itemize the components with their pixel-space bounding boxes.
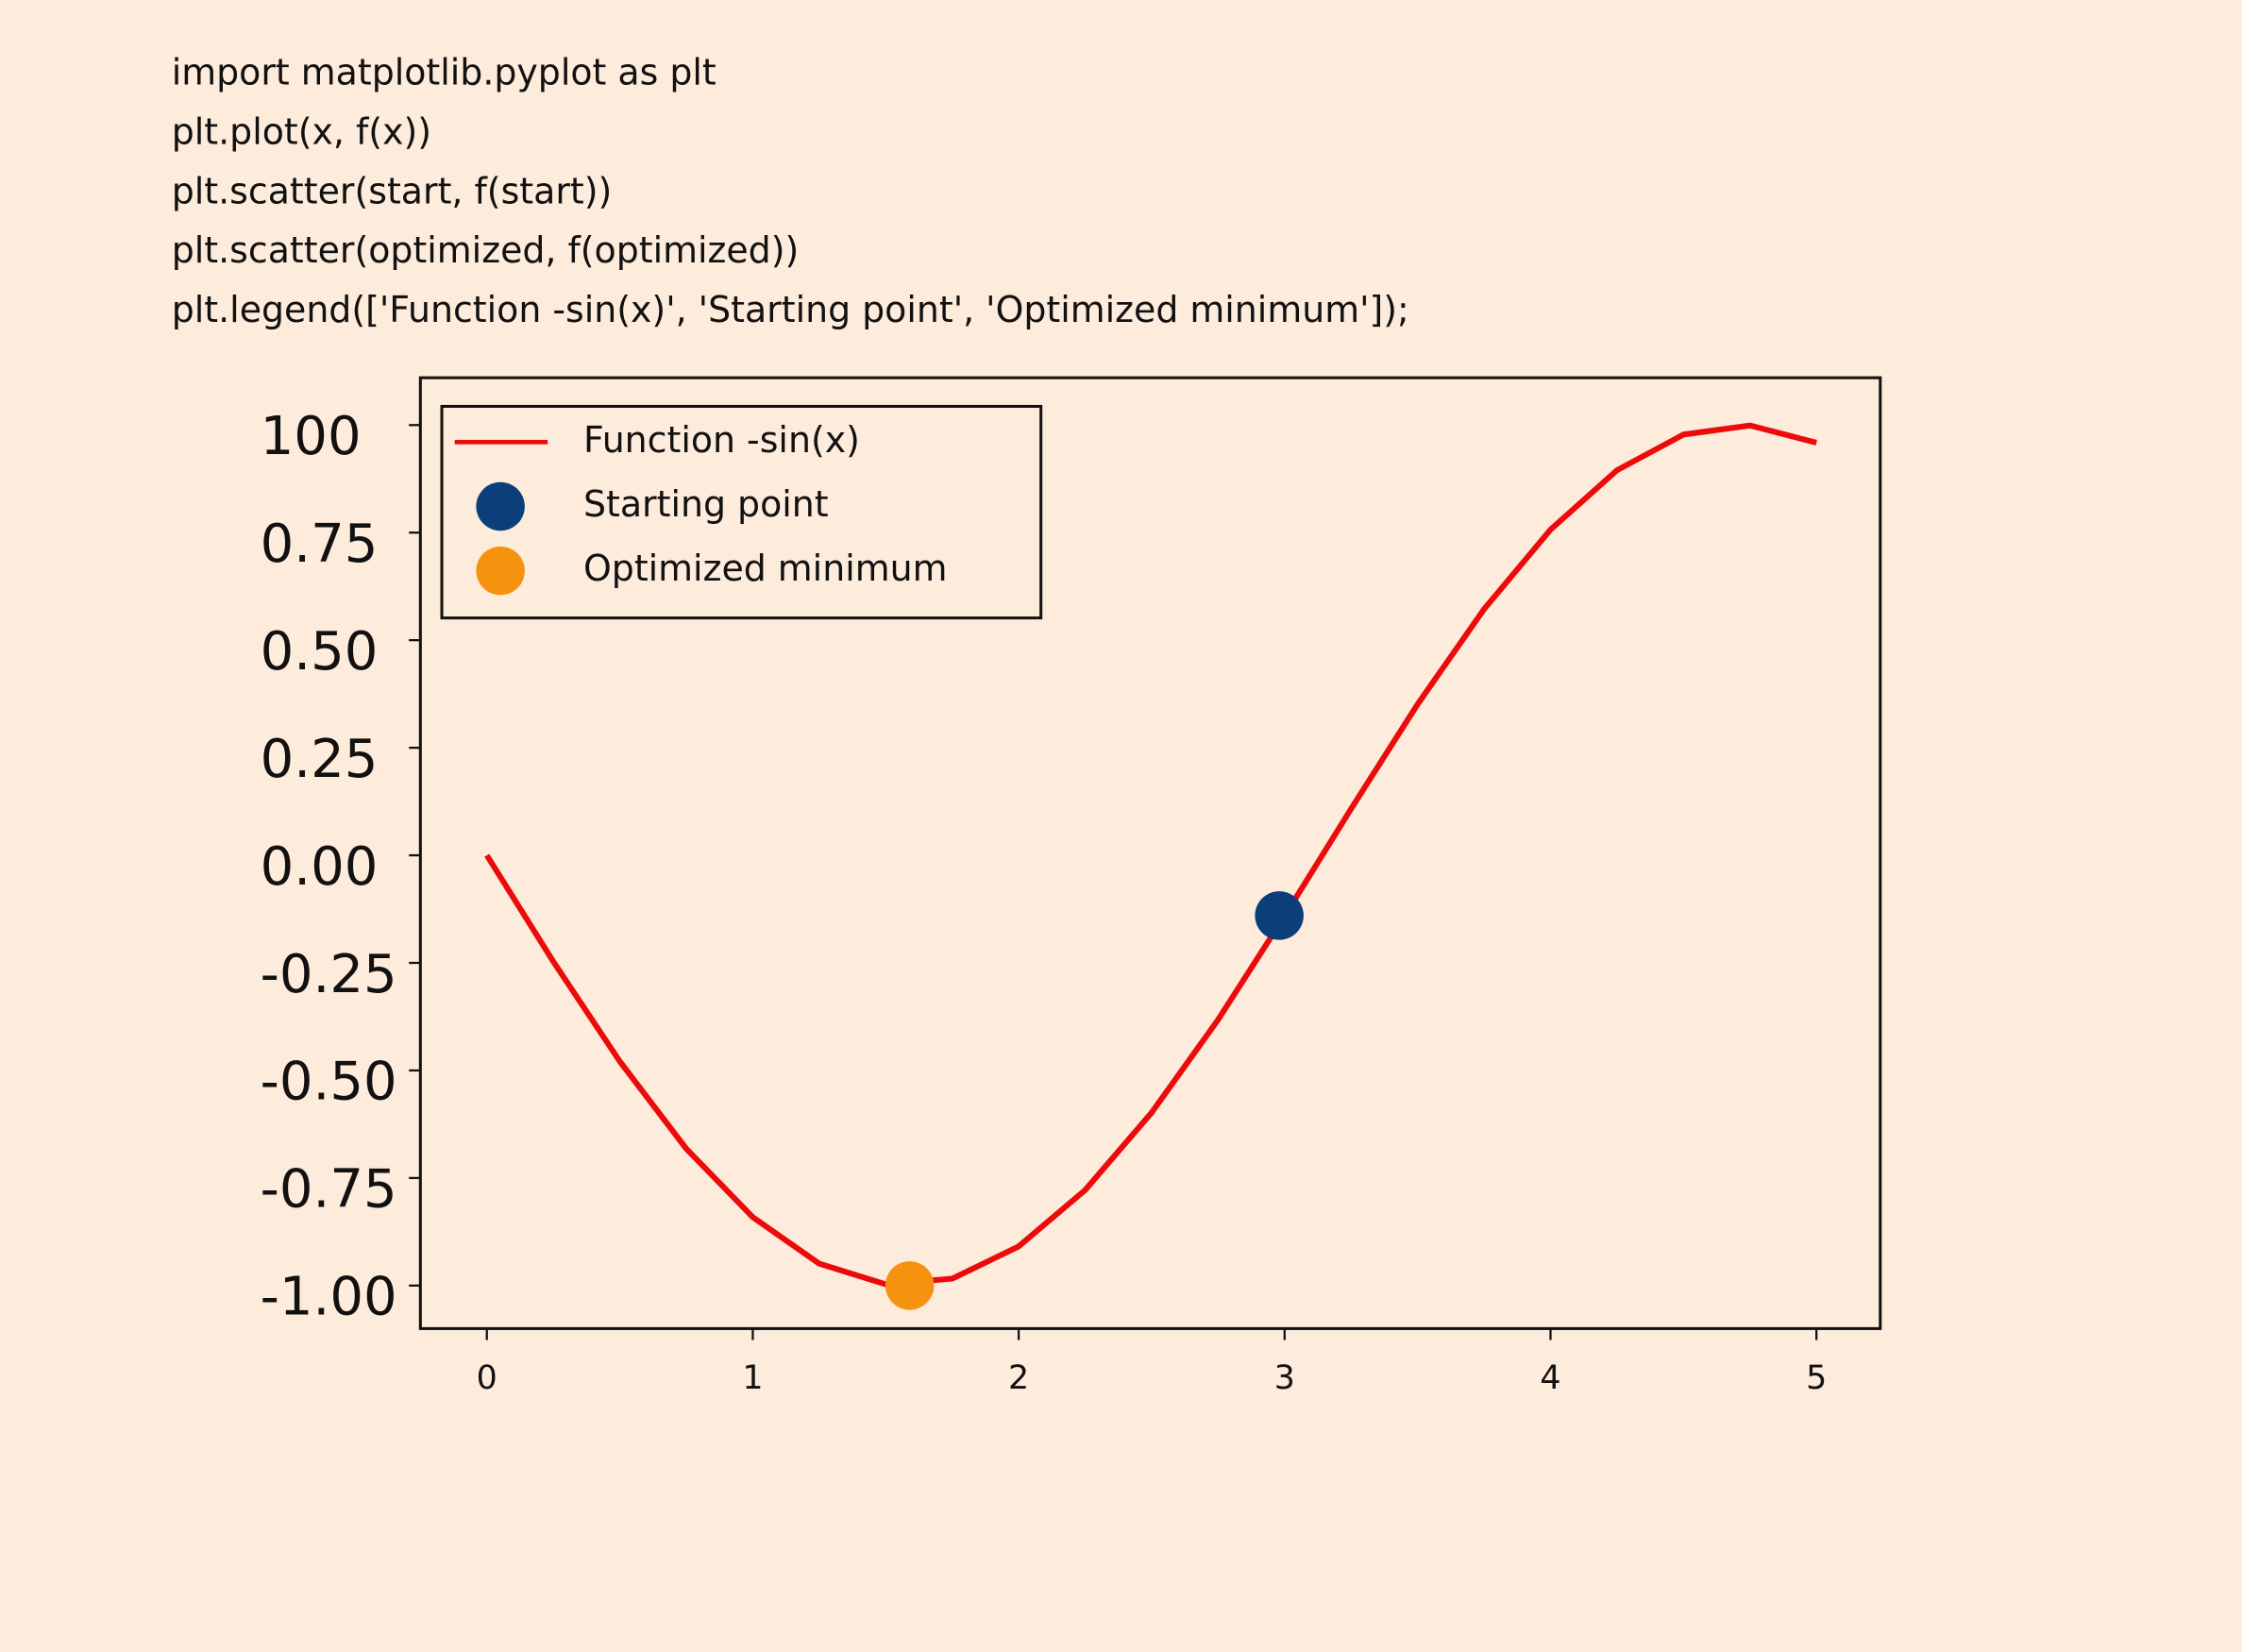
x-tick-label: 1 bbox=[742, 1359, 763, 1397]
y-tick-label: 0.75 bbox=[261, 514, 379, 575]
legend-marker bbox=[476, 546, 525, 596]
x-tick-label: 3 bbox=[1274, 1359, 1295, 1397]
x-tick-label: 2 bbox=[1008, 1359, 1029, 1397]
code-line: plt.scatter(optimized, f(optimized)) bbox=[172, 229, 800, 271]
line bbox=[484, 422, 1817, 1288]
y-tick-label: -1.00 bbox=[261, 1267, 397, 1328]
y-tick-label: -0.75 bbox=[261, 1159, 397, 1221]
scatter-point bbox=[1255, 891, 1304, 940]
code-line: import matplotlib.pyplot as plt bbox=[172, 52, 716, 93]
legend-marker bbox=[476, 481, 525, 531]
code-line: plt.plot(x, f(x)) bbox=[172, 111, 431, 153]
x-tick-label: 4 bbox=[1540, 1359, 1560, 1397]
scatter-point bbox=[885, 1261, 935, 1310]
legend-label: Starting point bbox=[583, 483, 829, 525]
code-line: plt.scatter(start, f(start)) bbox=[172, 170, 613, 211]
code-line: plt.legend(['Function -sin(x)', 'Startin… bbox=[172, 289, 1409, 330]
y-tick-label: -0.50 bbox=[261, 1052, 397, 1113]
y-tick-label: 0.00 bbox=[261, 836, 379, 898]
x-tick-label: 0 bbox=[477, 1359, 497, 1397]
y-tick-label: -0.25 bbox=[261, 944, 397, 1005]
y-tick-label: 100 bbox=[261, 406, 362, 467]
y-tick-label: 0.25 bbox=[261, 729, 379, 790]
y-tick-label: 0.50 bbox=[261, 621, 379, 683]
legend-label: Optimized minimum bbox=[583, 548, 948, 589]
legend-label: Function -sin(x) bbox=[583, 419, 860, 461]
axes-frame bbox=[418, 376, 1882, 1330]
x-tick-label: 5 bbox=[1806, 1359, 1827, 1397]
